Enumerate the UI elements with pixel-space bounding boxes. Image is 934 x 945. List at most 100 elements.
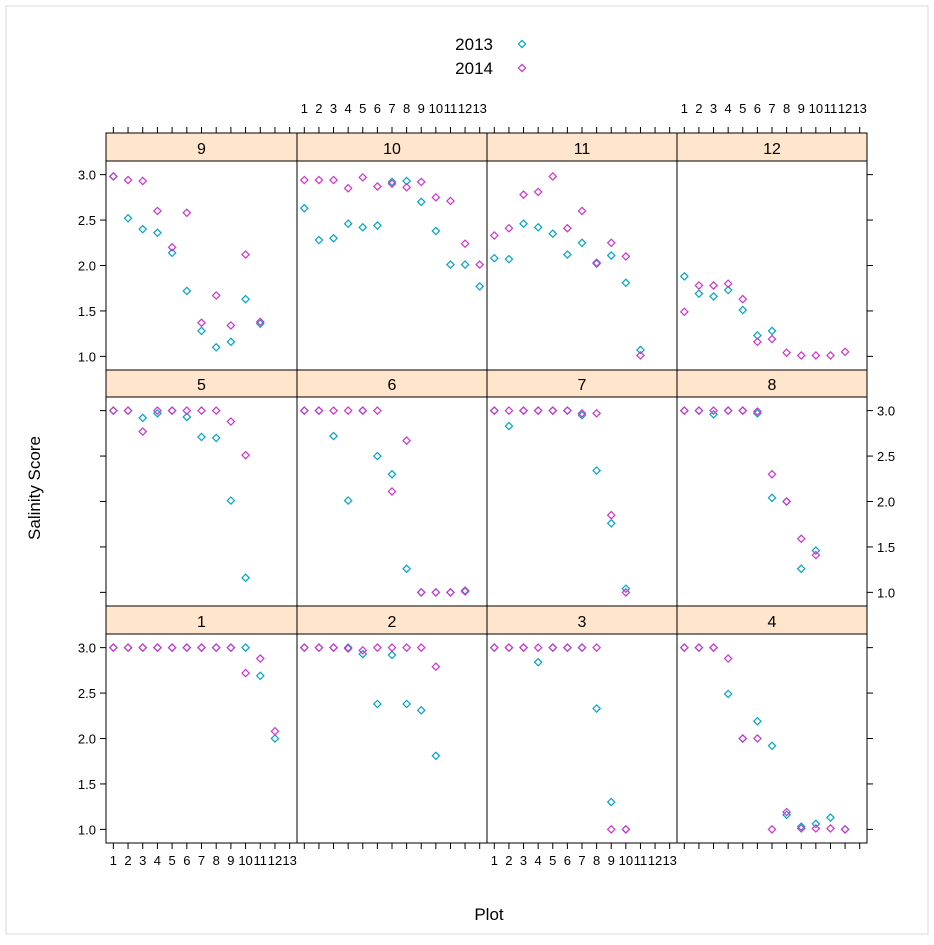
strip-background xyxy=(296,369,488,398)
data-point xyxy=(606,238,616,248)
data-point xyxy=(358,649,368,659)
data-point xyxy=(723,689,733,699)
series-2014 xyxy=(108,406,251,460)
data-point xyxy=(167,248,177,258)
data-point xyxy=(577,643,587,653)
x-tick-label: 12 xyxy=(458,101,472,116)
data-point xyxy=(138,427,148,436)
data-point xyxy=(709,643,718,653)
data-point xyxy=(475,281,485,291)
data-point xyxy=(167,242,177,252)
data-point xyxy=(299,175,309,185)
data-point xyxy=(679,406,689,416)
data-point xyxy=(123,406,133,416)
data-point xyxy=(460,239,470,249)
series-2014 xyxy=(489,171,645,360)
data-point xyxy=(343,496,353,506)
data-point xyxy=(211,433,221,443)
data-point xyxy=(519,190,528,200)
data-point xyxy=(679,271,689,281)
data-point xyxy=(738,305,748,315)
x-tick-label: 7 xyxy=(388,101,395,116)
legend-label: 2013 xyxy=(455,35,493,54)
data-point xyxy=(255,671,265,681)
x-tick-label: 13 xyxy=(852,101,866,116)
data-point xyxy=(621,587,631,597)
data-point xyxy=(358,645,368,655)
data-point xyxy=(782,348,792,358)
data-point xyxy=(241,450,251,460)
data-point xyxy=(343,406,353,416)
data-point xyxy=(402,436,412,446)
strip-label: 8 xyxy=(768,377,777,394)
data-point xyxy=(197,318,206,328)
y-tick-label: 1.0 xyxy=(78,822,96,837)
series-2014 xyxy=(679,643,850,834)
strip-label: 12 xyxy=(763,141,781,158)
legend: 2013 2014 xyxy=(455,35,527,78)
data-point xyxy=(226,496,236,506)
x-tick-label: 8 xyxy=(593,853,600,868)
data-point xyxy=(211,342,221,352)
x-tick-label: 12 xyxy=(268,853,282,868)
data-point xyxy=(621,278,631,288)
data-point xyxy=(372,699,382,709)
data-point xyxy=(314,406,324,416)
data-point xyxy=(255,317,265,327)
x-tick-label: 1 xyxy=(491,853,498,868)
x-tick-label: 2 xyxy=(505,853,512,868)
data-point xyxy=(226,337,236,347)
strip-background xyxy=(105,369,298,398)
x-tick-label: 7 xyxy=(768,101,775,116)
data-point xyxy=(782,807,792,817)
strip-background xyxy=(296,605,488,635)
data-point xyxy=(840,347,850,357)
x-tick-label: 1 xyxy=(681,101,688,116)
data-point xyxy=(431,751,441,761)
panel-8: 8 xyxy=(676,369,868,607)
data-point xyxy=(358,172,368,182)
data-point xyxy=(226,321,236,330)
strip-background xyxy=(105,605,298,635)
x-tick-label: 2 xyxy=(124,853,131,868)
data-point xyxy=(489,231,499,240)
data-point xyxy=(738,294,748,304)
x-tick-label: 13 xyxy=(282,853,296,868)
strip-label: 5 xyxy=(197,377,206,394)
data-point xyxy=(475,260,485,270)
x-tick-label: 6 xyxy=(183,853,190,868)
data-point xyxy=(562,406,572,416)
data-point xyxy=(211,643,221,653)
x-tick-label: 4 xyxy=(154,853,161,868)
data-point xyxy=(562,643,572,653)
series-2014 xyxy=(108,643,280,736)
data-point xyxy=(152,406,162,416)
data-point xyxy=(446,196,455,206)
data-point xyxy=(606,824,616,834)
data-point xyxy=(577,238,587,248)
y-tick-label: 2.5 xyxy=(877,449,895,464)
x-tick-label: 5 xyxy=(168,853,175,868)
data-point xyxy=(577,206,587,216)
x-tick-label: 3 xyxy=(520,853,527,868)
data-point xyxy=(504,223,514,233)
data-point xyxy=(182,412,192,422)
data-point xyxy=(402,182,412,192)
data-point xyxy=(343,219,353,229)
x-tick-label: 3 xyxy=(330,101,337,116)
data-point xyxy=(387,179,397,189)
data-point xyxy=(226,417,236,426)
data-point xyxy=(767,334,777,344)
x-axis-title: Plot xyxy=(474,905,504,924)
y-tick-label: 1.5 xyxy=(877,540,895,555)
series-2014 xyxy=(299,406,470,597)
data-point xyxy=(314,643,324,653)
data-point xyxy=(811,546,821,556)
data-point xyxy=(592,466,602,476)
data-point xyxy=(621,584,631,594)
data-point xyxy=(372,406,382,416)
data-point xyxy=(182,286,192,296)
data-point xyxy=(767,741,777,751)
data-point xyxy=(606,797,616,807)
data-point xyxy=(123,643,133,653)
